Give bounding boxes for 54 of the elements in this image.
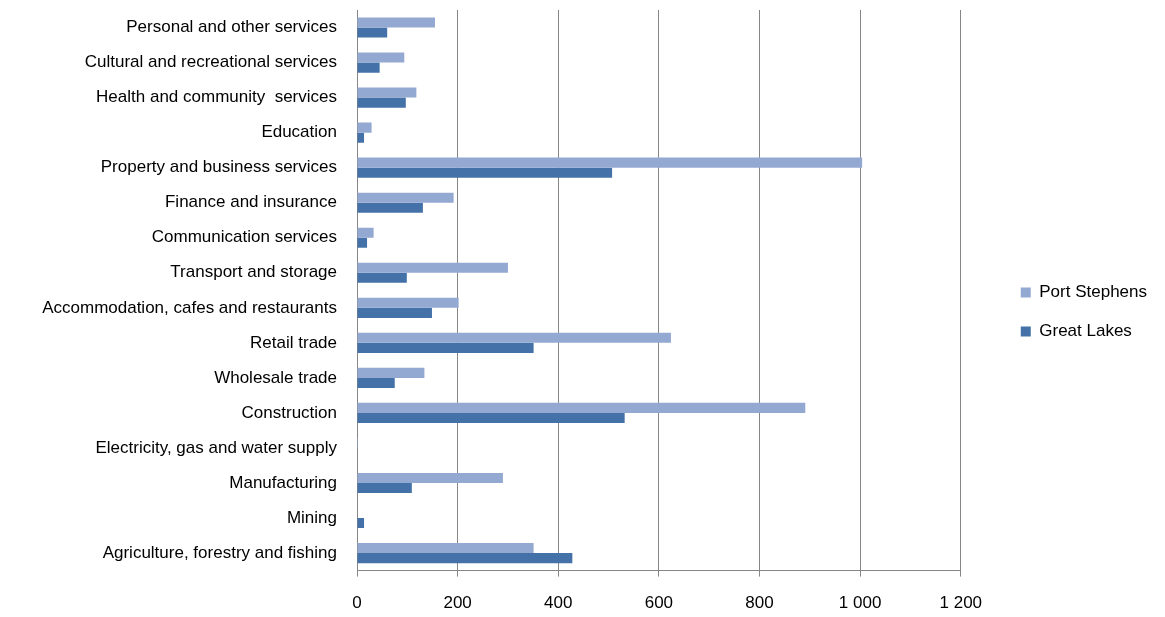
- bar: [357, 553, 573, 564]
- y-tick-label: Education: [261, 122, 337, 142]
- x-tick-label: 800: [745, 593, 774, 613]
- y-tick-label: Cultural and recreational services: [84, 52, 337, 72]
- bar: [357, 237, 368, 248]
- bar: [357, 307, 432, 318]
- y-tick-label: Electricity, gas and water supply: [95, 437, 338, 457]
- bar: [357, 412, 625, 424]
- bar: [357, 483, 412, 494]
- y-tick-label: Communication services: [151, 227, 337, 247]
- y-tick-label: Health and community services: [96, 87, 337, 107]
- bar: [357, 367, 425, 378]
- bar: [357, 518, 365, 529]
- y-tick-label: Accommodation, cafes and restaurants: [42, 297, 337, 317]
- bar: [357, 52, 405, 63]
- bar: [357, 202, 423, 213]
- bar: [357, 87, 417, 98]
- bar: [357, 157, 863, 168]
- x-tick-label: 400: [544, 593, 573, 613]
- y-tick-label: Mining: [286, 507, 337, 527]
- y-tick-label: Construction: [241, 402, 337, 422]
- bar: [357, 543, 534, 554]
- y-tick-label: Wholesale trade: [214, 367, 337, 387]
- bar: [357, 17, 435, 28]
- bar: [357, 377, 395, 388]
- x-tick-label: 1 000: [838, 593, 882, 613]
- legend-label: Port Stephens: [1039, 282, 1148, 302]
- legend-label: Great Lakes: [1039, 321, 1132, 341]
- bar: [357, 227, 374, 238]
- bar: [357, 272, 407, 283]
- bar: [357, 122, 372, 133]
- bar: [357, 192, 454, 203]
- x-tick-label: 0: [352, 593, 362, 613]
- y-tick-label: Agriculture, forestry and fishing: [102, 542, 337, 562]
- y-tick-label: Transport and storage: [170, 262, 337, 282]
- x-tick-label: 200: [443, 593, 472, 613]
- bar: [357, 472, 503, 484]
- x-tick-label: 600: [644, 593, 674, 613]
- y-tick-label: Property and business services: [100, 157, 337, 177]
- bar: [357, 62, 380, 73]
- bar: [357, 342, 534, 353]
- y-tick-label: Finance and insurance: [164, 192, 337, 212]
- bar: [357, 132, 365, 143]
- y-tick-label: Retail trade: [250, 332, 337, 352]
- bar: [357, 97, 406, 108]
- y-tick-label: Manufacturing: [229, 472, 337, 492]
- bar: [357, 27, 388, 38]
- bar: [357, 332, 671, 343]
- x-tick-label: 1 200: [939, 593, 983, 613]
- bar: [357, 262, 508, 273]
- bar: [357, 402, 806, 413]
- y-tick-label: Personal and other services: [126, 17, 337, 37]
- bar: [357, 297, 459, 308]
- bar: [357, 167, 613, 178]
